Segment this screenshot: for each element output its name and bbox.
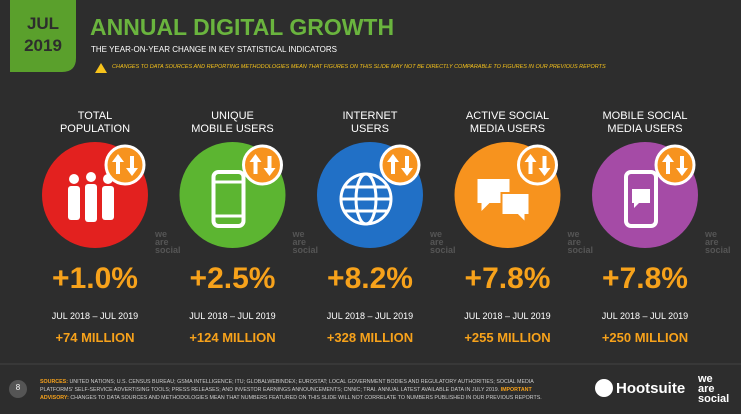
date-tab [10,0,76,72]
period: JUL 2018 – JUL 2019 [601,311,689,321]
watermark: we are social [567,229,594,255]
advisory-label: IMPORTANT ADVISORY: [40,387,532,401]
absolute-change: +124 MILLION [189,330,276,345]
absolute-change: +255 MILLION [464,330,551,345]
indicator-label: TOTAL POPULATION [59,110,131,135]
change-value: +2.5% [189,262,276,295]
change-value: +1.0% [52,262,138,295]
title: ANNUAL DIGITAL GROWTH [90,14,395,40]
advisory: CHANGES TO DATA SOURCES AND METHODOLOGIE… [70,395,542,401]
indicator-circle [592,142,698,248]
indicator-circle [42,142,148,248]
warning-icon [95,63,107,73]
page-number: 8 [15,383,21,392]
date-year: 2019 [24,36,62,55]
indicator-label: ACTIVE SOCIAL MEDIA USERS [465,110,550,135]
indicator-circle [179,142,286,248]
period: JUL 2018 – JUL 2019 [326,311,414,321]
page-badge [9,380,27,398]
partner: we are social [698,373,730,405]
indicator-label: UNIQUE MOBILE USERS [191,110,274,135]
period: JUL 2018 – JUL 2019 [189,311,276,321]
indicator-circle [317,142,423,248]
subtitle: THE YEAR-ON-YEAR CHANGE IN KEY STATISTIC… [91,45,337,54]
watermark: we are social [430,229,456,255]
absolute-change: +250 MILLION [601,330,689,345]
change-value: +7.8% [602,262,688,295]
absolute-change: +74 MILLION [55,330,135,345]
indicator-label: MOBILE SOCIAL MEDIA USERS [602,110,688,135]
brand-logo [595,379,613,397]
watermark: we are social [705,229,731,255]
sources-label: SOURCES: [40,379,68,385]
absolute-change: +328 MILLION [326,330,414,345]
change-value: +7.8% [464,262,551,295]
period: JUL 2018 – JUL 2019 [464,311,551,321]
date-month: JUL [26,14,60,33]
watermark: we are social [292,229,319,255]
indicator-label: INTERNET USERS [342,110,398,135]
indicator-circle [454,142,561,248]
brand: Hootsuite [616,380,686,397]
period: JUL 2018 – JUL 2019 [51,311,139,321]
sources: UNITED NATIONS; U.S. CENSUS BUREAU; GSMA… [40,379,534,393]
watermark: we are social [155,229,181,255]
footer-notes: SOURCES: UNITED NATIONS; U.S. CENSUS BUR… [40,378,560,402]
warning: CHANGES TO DATA SOURCES AND REPORTING ME… [112,64,606,70]
change-value: +8.2% [327,262,413,295]
